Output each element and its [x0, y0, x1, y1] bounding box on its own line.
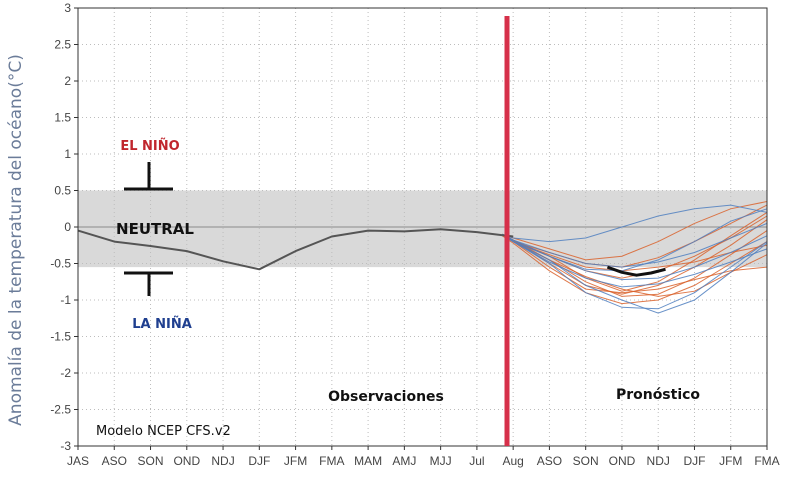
el-nino-marker: EL NIÑO: [120, 138, 180, 191]
la-nina-marker: LA NIÑA: [124, 271, 192, 332]
ensemble-member-line: [502, 235, 768, 305]
observations-label: Observaciones: [328, 389, 444, 405]
ensemble-member-line: [502, 233, 768, 288]
x-tick-label: DJF: [683, 454, 705, 468]
x-tick-label: ASO: [102, 454, 127, 468]
ensemble-member-line: [502, 204, 768, 243]
y-tick-label: -0.5: [50, 257, 71, 271]
x-tick-label: OND: [609, 454, 636, 468]
x-tick-label: MJJ: [430, 454, 452, 468]
y-tick-label: 3: [64, 1, 71, 15]
x-tick-label: SON: [573, 454, 599, 468]
x-tick-label: SON: [138, 454, 164, 468]
y-tick-label: 2.5: [54, 38, 71, 52]
x-tick-label: AMJ: [392, 454, 416, 468]
ensemble-member-line: [502, 201, 768, 261]
x-tick-label: ASO: [537, 454, 562, 468]
x-tick-label: OND: [173, 454, 200, 468]
y-axis-label: Anomalía de la temperatura del océano(°C…: [6, 54, 26, 426]
x-tick-label: Aug: [502, 454, 523, 468]
x-tick-label: JFM: [284, 454, 307, 468]
y-tick-label: 1.5: [54, 111, 71, 125]
el-nino-label: EL NIÑO: [120, 138, 179, 154]
x-tick-label: FMA: [754, 454, 779, 468]
y-tick-label: 0: [64, 220, 71, 234]
forecast-mean-line: [606, 265, 666, 277]
x-tick-label: Jul: [469, 454, 484, 468]
x-tick-label: NDJ: [647, 454, 670, 468]
y-tick-label: -2: [60, 366, 71, 380]
ensemble-member-line: [502, 233, 768, 294]
la-nina-label: LA NIÑA: [132, 316, 192, 332]
y-tick-label: -1: [60, 293, 71, 307]
y-tick-label: -3: [60, 439, 71, 453]
ensemble-member-line: [502, 233, 768, 314]
y-tick-label: -2.5: [50, 403, 71, 417]
ensemble-member-line: [502, 222, 768, 268]
y-tick-label: 1: [64, 147, 71, 161]
x-tick-label: DJF: [248, 454, 270, 468]
x-tick-label: NDJ: [211, 454, 234, 468]
x-tick-label: JFM: [719, 454, 742, 468]
y-tick-label: 2: [64, 74, 71, 88]
y-tick-label: 0.5: [54, 184, 71, 198]
forecast-label: Pronóstico: [616, 387, 700, 403]
x-tick-label: FMA: [319, 454, 344, 468]
x-tick-label: MAM: [354, 454, 382, 468]
y-tick-label: -1.5: [50, 330, 71, 344]
neutral-label: NEUTRAL: [116, 220, 194, 238]
neutral-band: [78, 190, 767, 268]
x-tick-label: JAS: [67, 454, 89, 468]
observed-series-line: [77, 228, 514, 271]
ensemble-member-line: [502, 233, 768, 281]
model-label: Modelo NCEP CFS.v2: [96, 424, 231, 439]
